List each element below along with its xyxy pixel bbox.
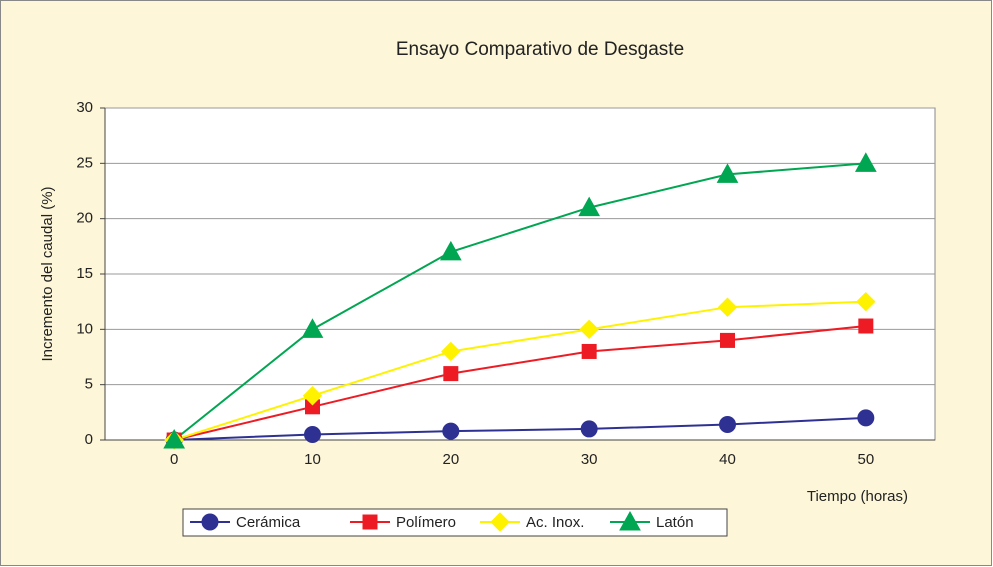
- legend-label: Latón: [656, 514, 694, 531]
- legend-item: Polímero: [350, 514, 456, 531]
- marker: [857, 409, 875, 427]
- marker: [717, 297, 738, 317]
- legend-label: Cerámica: [236, 514, 301, 531]
- x-tick-label: 20: [442, 451, 459, 468]
- legend-item: Ac. Inox.: [480, 512, 584, 532]
- marker: [858, 318, 874, 334]
- marker: [854, 152, 877, 172]
- marker: [619, 510, 641, 531]
- x-tick-label: 0: [170, 451, 178, 468]
- marker: [719, 416, 736, 434]
- marker: [362, 514, 378, 530]
- series-line: [173, 325, 866, 441]
- marker: [443, 366, 459, 382]
- legend-label: Polímero: [396, 514, 456, 531]
- y-tick-label: 5: [85, 376, 93, 393]
- marker: [490, 512, 510, 532]
- marker: [579, 319, 599, 340]
- x-tick-label: 40: [719, 451, 736, 468]
- marker: [304, 425, 321, 443]
- x-axis-label: Tiempo (horas): [807, 488, 908, 505]
- marker: [580, 420, 598, 438]
- marker: [439, 240, 462, 261]
- marker: [581, 343, 597, 359]
- legend-item: Cerámica: [190, 513, 301, 531]
- marker: [301, 318, 324, 338]
- y-tick-label: 20: [76, 210, 93, 227]
- legend-label: Ac. Inox.: [526, 514, 584, 531]
- marker: [578, 196, 601, 217]
- x-tick-label: 50: [857, 451, 874, 468]
- series-line: [173, 300, 866, 441]
- series-line: [173, 162, 866, 441]
- marker: [720, 332, 735, 348]
- y-tick-label: 25: [76, 154, 93, 171]
- marker: [163, 428, 186, 449]
- y-tick-label: 10: [76, 320, 93, 337]
- x-tick-label: 10: [304, 451, 321, 468]
- marker: [856, 291, 876, 312]
- marker: [716, 163, 739, 183]
- legend-item: Latón: [610, 510, 694, 531]
- x-tick-label: 30: [581, 451, 598, 468]
- marker: [442, 422, 460, 440]
- y-tick-label: 15: [76, 265, 93, 282]
- y-tick-label: 0: [85, 431, 93, 448]
- chart-title: Ensayo Comparativo de Desgaste: [396, 39, 684, 60]
- marker: [441, 341, 461, 362]
- y-axis-label: Incremento del caudal (%): [39, 186, 56, 361]
- marker: [201, 513, 219, 531]
- y-tick-label: 30: [76, 99, 93, 116]
- series-line: [174, 416, 866, 441]
- marker: [302, 386, 323, 406]
